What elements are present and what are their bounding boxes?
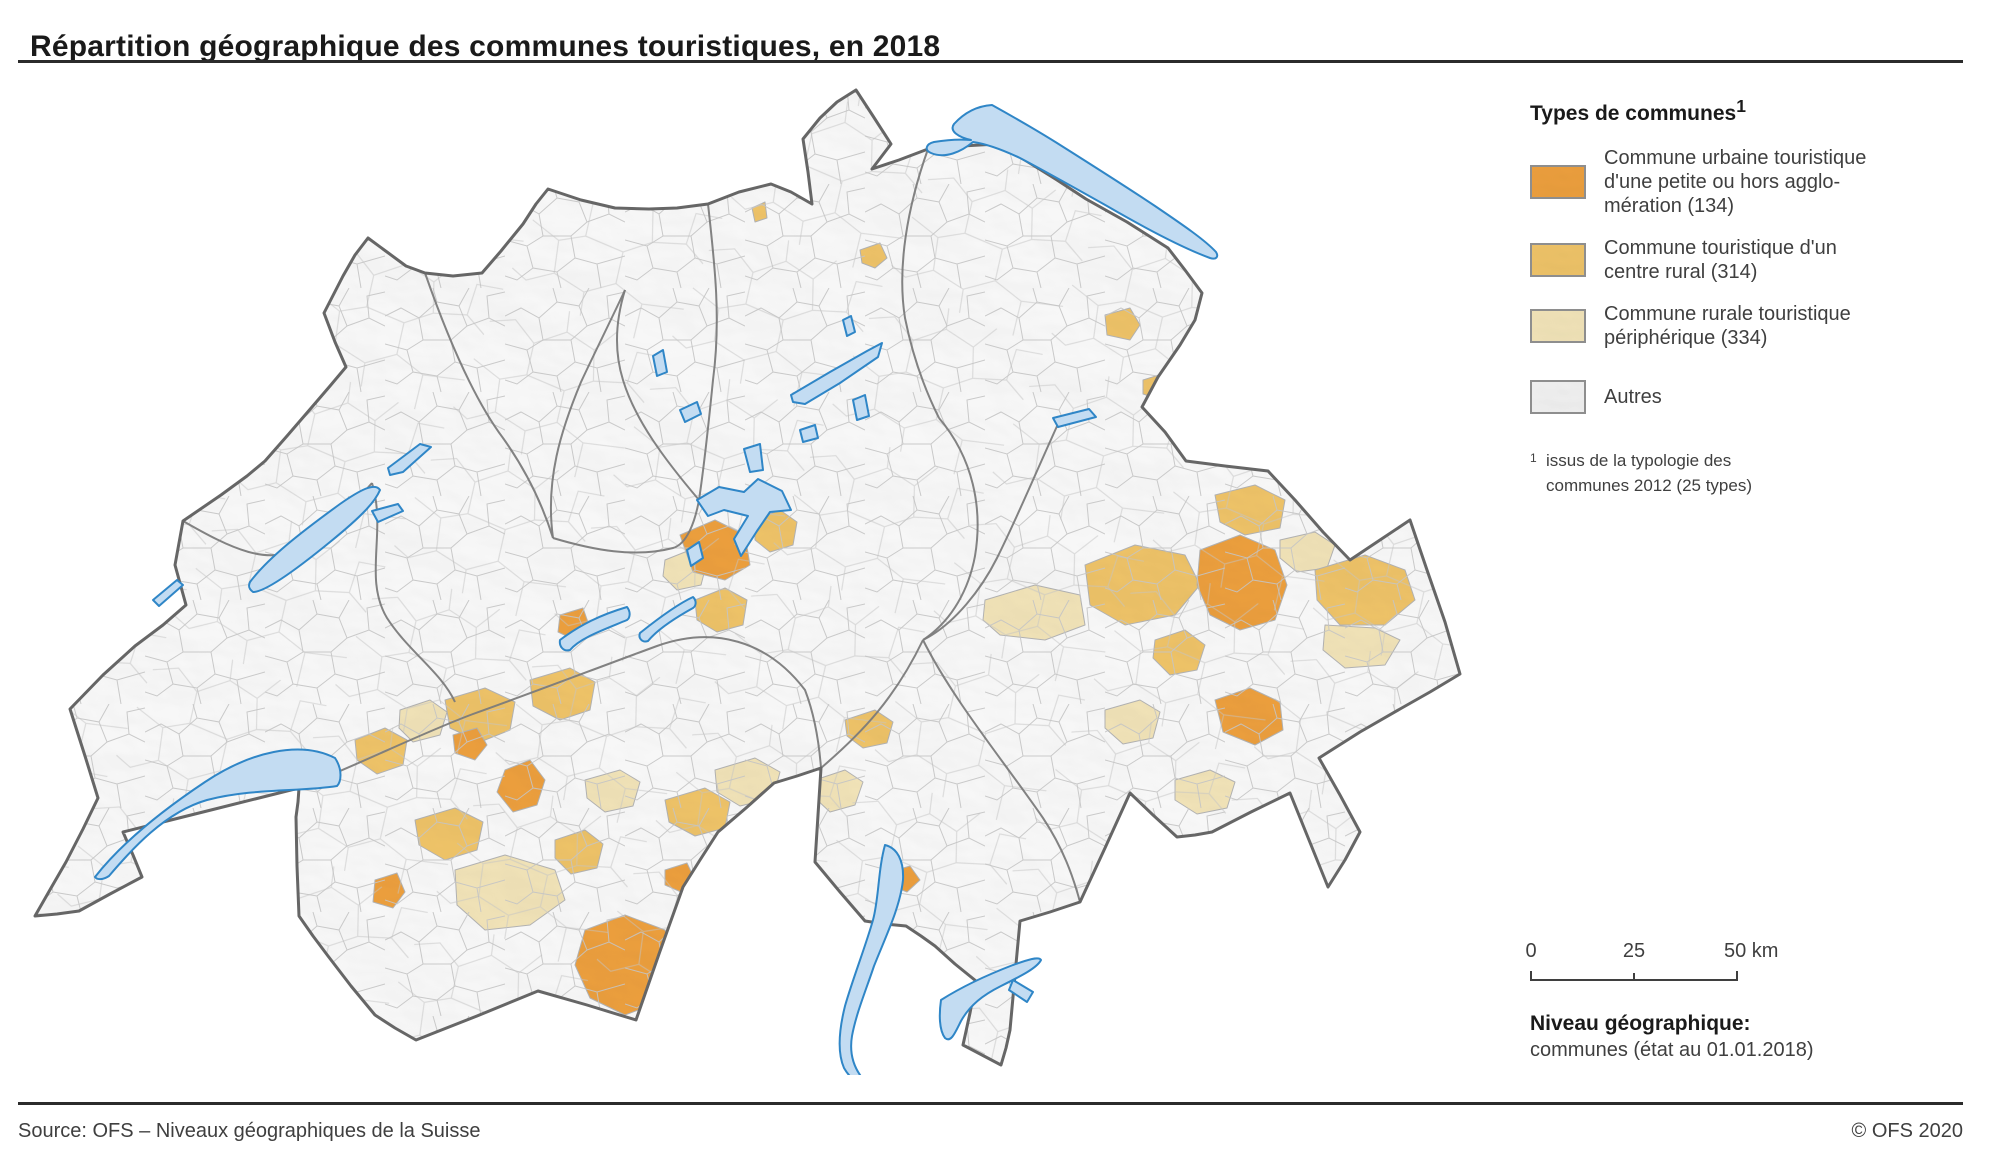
lake-biel: [387, 443, 432, 476]
scale-bar: 0 25 50 km: [1525, 940, 1810, 986]
map-svg: [33, 88, 1462, 1083]
scale-label-50km: 50 km: [1724, 940, 1779, 962]
legend-item-rural-peripheral-label: Commune rurale touristique périphérique …: [1604, 303, 1851, 349]
country-interior: [35, 90, 1460, 1065]
lake-thun: [558, 606, 631, 652]
scale-label-25: 25: [1622, 940, 1646, 962]
lake-constance: [925, 104, 1219, 260]
lake-lugano-east-arm: [1008, 979, 1034, 1003]
lake-greifen: [842, 315, 856, 337]
swatch-rural-center-icon: [1530, 243, 1586, 277]
geo-level: Niveau géographique: communes (état au 0…: [1530, 1010, 1814, 1064]
legend-item-autres-label: Autres: [1604, 386, 1662, 408]
legend-item-autres: Autres: [1530, 380, 1980, 414]
page-title: Répartition géographique des communes to…: [30, 30, 941, 64]
lake-hallwil: [652, 349, 668, 377]
legend-item-rural-center-label: Commune touristique d'un centre rural (3…: [1604, 237, 1837, 283]
lake-walen: [1052, 408, 1097, 428]
lake-neuchatel: [248, 485, 381, 593]
legend-footnote: 1 issus de la typologie des communes 201…: [1530, 451, 1752, 495]
legend-title: Types de communes1: [1530, 96, 1746, 125]
footer-rule: [18, 1102, 1963, 1105]
footer-copyright: © OFS 2020: [1851, 1120, 1963, 1142]
lake-lugano: [938, 957, 1042, 1041]
swatch-rural-peripheral-icon: [1530, 309, 1586, 343]
lake-zug: [743, 443, 764, 473]
legend: Types de communes1 Commune urbaine touri…: [1530, 96, 1980, 498]
lake-aegeri: [799, 424, 819, 443]
lake-sihl: [852, 394, 870, 421]
footer-source: Source: OFS – Niveaux géographiques de l…: [18, 1120, 481, 1142]
geo-level-value: communes (état au 01.01.2018): [1530, 1039, 1814, 1061]
lakes: [94, 104, 1219, 1083]
lake-geneva: [94, 748, 342, 881]
legend-item-urban-label: Commune urbaine touristique d'une petite…: [1604, 147, 1867, 217]
legend-item-urban: Commune urbaine touristique d'une petite…: [1530, 146, 1980, 218]
swatch-autres-icon: [1530, 380, 1586, 414]
lake-sarnen: [686, 541, 704, 567]
legend-item-rural-center: Commune touristique d'un centre rural (3…: [1530, 236, 1980, 284]
switzerland-map: [25, 80, 1465, 1083]
commune-boundaries-2: [35, 90, 1460, 1065]
legend-item-rural-peripheral: Commune rurale touristique périphérique …: [1530, 302, 1980, 350]
geo-level-label: Niveau géographique:: [1530, 1012, 1751, 1035]
lake-murten: [371, 503, 404, 523]
country-border: [33, 88, 1462, 1067]
scale-bar-line: [1530, 971, 1738, 981]
lake-lucerne: [696, 478, 792, 557]
lake-zurich: [790, 342, 883, 405]
title-rule: [18, 60, 1963, 63]
swatch-urban-icon: [1530, 165, 1586, 199]
lake-brienz: [638, 596, 697, 643]
lake-joux: [152, 579, 184, 607]
scale-label-0: 0: [1525, 940, 1537, 962]
lake-sempach: [679, 401, 702, 423]
